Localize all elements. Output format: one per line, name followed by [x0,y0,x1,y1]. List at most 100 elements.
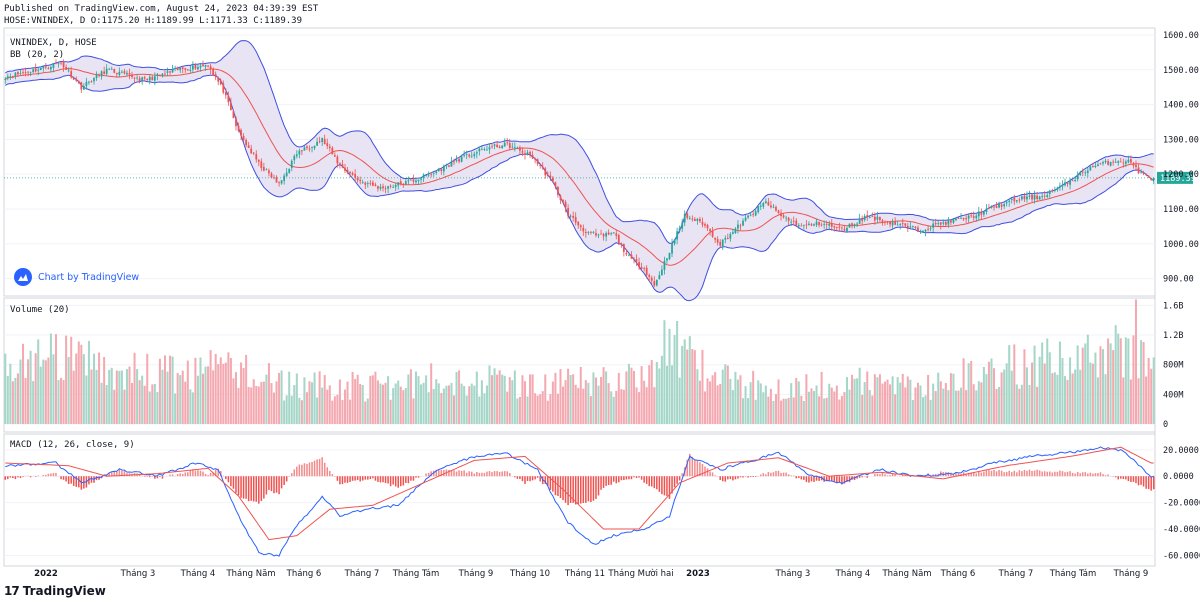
volume-bar [229,357,232,424]
candle-body [268,170,270,174]
volume-bar [998,386,1001,424]
candle-body [217,77,220,82]
candle-body [313,145,316,149]
volume-bar [1071,373,1074,424]
footer-brand[interactable]: 17 TradingView [4,584,106,598]
volume-bar [673,335,676,424]
volume-bar [257,386,260,424]
candle-body [595,232,597,236]
volume-bar [792,397,795,424]
volume-bar [1132,335,1135,424]
candle-body [384,188,387,190]
volume-bar [952,373,955,424]
volume-bar [371,375,374,424]
volume-tick-label: 400M [1163,390,1183,400]
volume-bar [759,383,762,424]
volume-bar [242,368,245,424]
volume-bar [470,383,473,424]
pane-frame-3 [3,433,1156,567]
macd-hist-bar [714,475,716,477]
candle-body [24,72,27,73]
macd-hist-bar [526,476,529,481]
candle-body [947,219,950,225]
candle-body [496,144,498,148]
candle-body [293,155,296,161]
candle-body [1074,179,1077,181]
volume-bar [333,396,336,424]
macd-hist-bar [4,476,7,480]
candle-body [519,147,521,151]
macd-hist-bar [978,472,980,477]
macd-hist-bar [290,473,293,477]
volume-bar [564,380,567,424]
candle-body [437,168,440,172]
candle-body [927,229,929,230]
candle-body [308,148,311,150]
volume-bar [204,366,207,424]
macd-hist-bar [640,476,643,480]
volume-bar [967,363,970,424]
x-tick-label: Tháng Năm [881,569,931,579]
macd-hist-bar [344,476,346,483]
volume-bar [169,355,172,424]
volume-bar [1066,379,1069,424]
volume-bar [1041,342,1044,424]
candle-body [227,95,230,103]
macd-hist-bar [52,473,55,477]
candle-body [354,173,357,178]
macd-hist-bar [767,471,770,477]
macd-hist-bar [227,476,230,483]
candle-body [797,225,800,227]
volume-bar [133,352,136,424]
volume-bar [513,370,516,424]
volume-bar [688,336,691,424]
candle-body [965,218,968,220]
candle-body [1048,190,1051,195]
chart-by-tradingview-badge[interactable]: Chart by TradingView [14,268,139,286]
macd-hist-bar [1132,476,1135,482]
candle-body [39,67,42,71]
candle-body [341,164,344,168]
volume-bar [835,385,838,424]
macd-hist-bar [60,476,62,480]
volume-bar [992,368,996,424]
x-tick-label: Tháng Mười hai [607,568,673,579]
volume-bar [1089,362,1092,424]
volume-bar [838,399,841,424]
macd-hist-bar [721,476,724,482]
volume-bar [764,385,767,424]
candle-body [937,223,940,225]
candle-body [121,71,123,73]
candle-body [1145,173,1148,176]
x-tick-label: Tháng 11 [564,569,605,579]
volume-bar [420,384,423,424]
volume-bar [1005,363,1008,424]
candle-body [871,216,874,217]
macd-hist-bar [828,476,830,481]
macd-hist-bar [597,476,600,496]
macd-hist-bar [650,476,653,487]
volume-bar [1079,369,1082,424]
volume-bar [810,388,813,424]
macd-hist-bar [1076,471,1079,477]
volume-bar [721,369,724,424]
volume-bar [914,387,917,424]
candle-body [701,221,704,225]
macd-hist-bar [204,473,207,477]
candle-body [283,175,286,181]
volume-bar [1114,325,1117,424]
macd-hist-bar [29,476,32,478]
volume-bar [1094,352,1097,424]
macd-hist-bar [209,472,212,477]
candle-body [744,217,747,221]
candle-body [693,218,696,221]
candle-body [711,230,714,237]
macd-hist-bar [1066,471,1069,477]
candle-body [884,221,886,223]
macd-hist-bar [1140,476,1142,485]
volume-bar [207,366,210,424]
volume-bar [452,395,456,424]
volume-bar [349,399,352,424]
macd-hist-bar [585,476,587,503]
